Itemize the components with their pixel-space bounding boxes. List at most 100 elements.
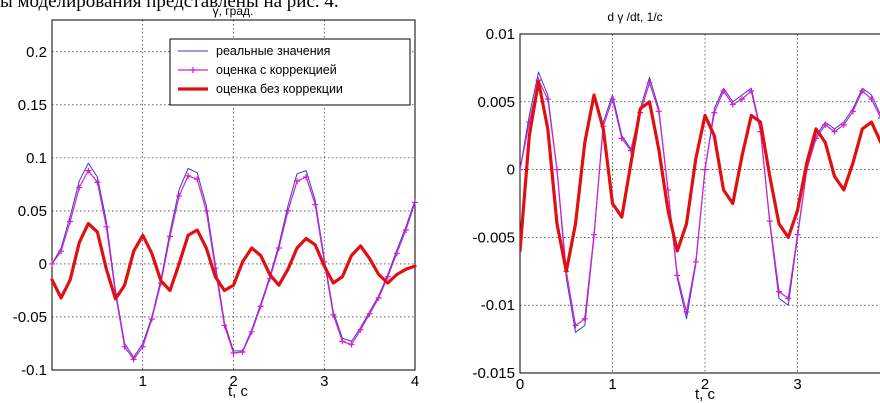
right-series-point xyxy=(766,218,773,225)
right-series-point xyxy=(674,272,681,279)
left-series-point xyxy=(230,350,237,357)
right-series-point xyxy=(794,231,801,238)
right-x-tick-label: 3 xyxy=(793,376,801,393)
left-x-tick-label: 2 xyxy=(229,373,237,390)
right-y-tick-label: 0.005 xyxy=(477,94,515,111)
left-series-point xyxy=(393,250,400,257)
left-y-tick-label: 0.2 xyxy=(26,44,47,61)
left-series-point xyxy=(239,348,246,355)
right-series-point xyxy=(729,101,736,108)
right-series-point xyxy=(683,308,690,315)
left-series-point xyxy=(176,193,183,200)
right-y-tick-label: -0.01 xyxy=(481,297,515,314)
left-x-axis-label: t, c xyxy=(228,383,249,400)
right-y-tick-label: -0.005 xyxy=(472,229,515,246)
right-series-line-3 xyxy=(520,79,880,273)
right-series-point xyxy=(618,135,625,142)
legend-label-2: оценка с коррекцией xyxy=(216,63,337,77)
right-chart-title: d γ /dt, 1/c xyxy=(607,10,662,24)
left-series-line-3 xyxy=(50,222,417,301)
left-series-point xyxy=(248,328,255,335)
left-series-point xyxy=(67,218,74,225)
left-chart-title: γ, град. xyxy=(213,4,254,18)
right-plot-box xyxy=(519,33,880,374)
left-series-point xyxy=(294,178,301,185)
left-series-point xyxy=(221,322,228,329)
left-x-tick-label: 3 xyxy=(320,373,328,390)
left-series-point xyxy=(257,303,264,310)
right-series-point xyxy=(609,96,616,103)
page-caption-fragment: ы моделирования представлены на рис. 4. xyxy=(0,0,339,11)
right-series-group xyxy=(520,71,880,333)
left-series-point xyxy=(303,173,310,180)
right-series-point xyxy=(692,258,699,265)
right-series-point xyxy=(572,322,579,329)
left-chart: 0.2 0.15 0.1 0.05 0 -0.05 -0.1 1 2 3 4 γ, град. t, c… xyxy=(13,4,419,400)
right-series-point xyxy=(868,96,875,103)
right-x-tick-label: 2 xyxy=(701,376,709,393)
right-x-axis-label: t, c xyxy=(695,386,716,403)
right-x-tick-label: 0 xyxy=(516,376,524,393)
legend-box xyxy=(169,38,411,106)
left-series-group xyxy=(49,162,418,363)
right-series-point xyxy=(859,87,866,94)
right-y-tick-label: 0 xyxy=(507,162,515,179)
left-series-point xyxy=(412,199,418,206)
right-series-point xyxy=(739,96,745,103)
right-series-point xyxy=(591,231,597,238)
right-series-point xyxy=(581,315,588,322)
left-y-tick-label: 0.1 xyxy=(26,150,47,167)
legend-label-3: оценка без коррекции xyxy=(216,82,343,96)
right-series-point xyxy=(776,288,782,295)
left-series-point xyxy=(357,326,364,333)
right-y-tick-label: 0.01 xyxy=(486,26,515,43)
left-series-point xyxy=(185,172,192,179)
right-series-point xyxy=(831,128,838,135)
right-series-point xyxy=(711,109,718,116)
right-series-point xyxy=(850,108,856,115)
left-series-point xyxy=(130,356,137,363)
legend-label-1: реальные значения xyxy=(216,44,330,58)
right-x-tick-label: 1 xyxy=(608,376,616,393)
left-series-point xyxy=(375,294,382,301)
left-series-point xyxy=(148,316,155,323)
left-series-point xyxy=(103,223,110,230)
right-series-point xyxy=(646,79,653,86)
left-y-tick-label: -0.1 xyxy=(21,362,47,379)
left-y-tick-label: -0.05 xyxy=(13,309,47,326)
left-series-point xyxy=(384,273,391,280)
right-series-point xyxy=(877,117,880,119)
left-series-point xyxy=(203,207,210,214)
right-series-point xyxy=(840,121,847,128)
right-series-point xyxy=(720,87,727,94)
left-series-point xyxy=(284,207,291,214)
right-series-point xyxy=(785,295,792,302)
left-series-point xyxy=(94,179,101,186)
left-series-point xyxy=(330,311,337,318)
right-series-point xyxy=(702,166,708,173)
left-series-point xyxy=(402,227,409,233)
left-series-point xyxy=(275,245,282,252)
left-series-point xyxy=(194,176,201,183)
right-series-point xyxy=(748,87,755,94)
right-series-point xyxy=(554,166,560,173)
left-series-point xyxy=(121,343,128,350)
right-series-point xyxy=(655,108,662,115)
left-series-point xyxy=(366,310,373,317)
right-series-point xyxy=(520,166,523,173)
right-series-point xyxy=(544,96,551,103)
right-y-tick-label: -0.015 xyxy=(472,365,515,382)
left-x-tick-label: 1 xyxy=(139,373,147,390)
left-series-point xyxy=(339,338,346,345)
left-y-tick-label: 0 xyxy=(39,256,47,273)
left-series-point xyxy=(76,184,83,191)
legend-marker xyxy=(190,67,196,73)
left-x-tick-label: 4 xyxy=(411,373,419,390)
left-series-point xyxy=(139,343,146,350)
left-series-point xyxy=(85,167,92,174)
right-series-point xyxy=(822,121,829,128)
left-y-tick-label: 0.05 xyxy=(18,203,47,220)
left-series-point xyxy=(58,248,65,255)
